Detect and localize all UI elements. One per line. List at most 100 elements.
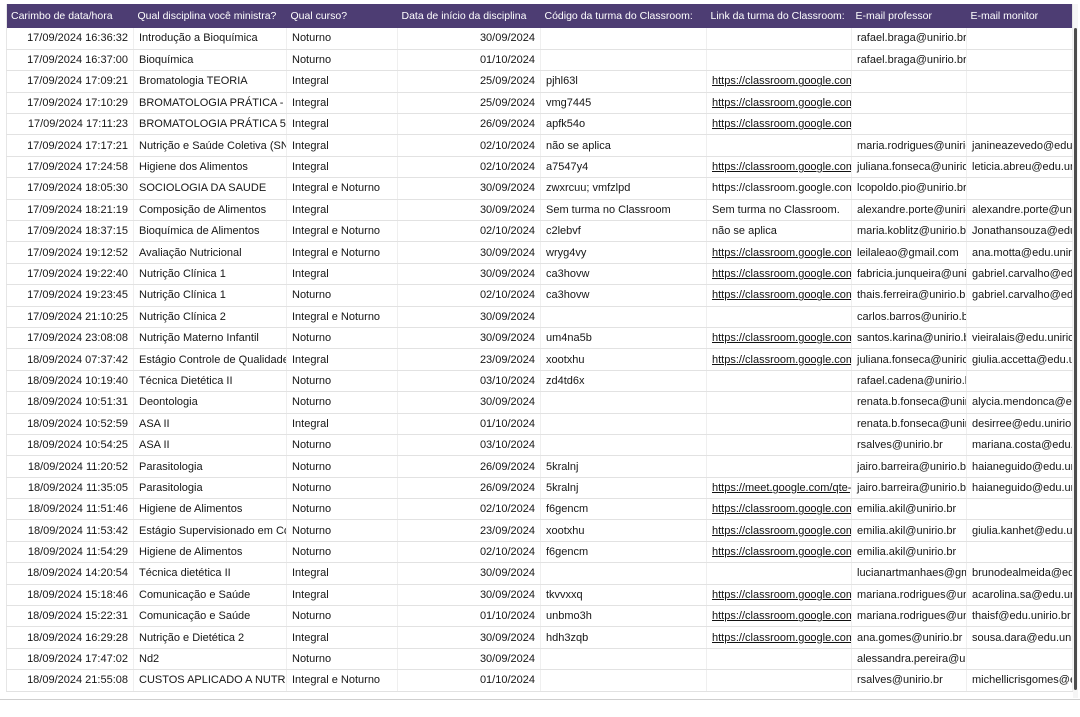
cell-data-inicio: 02/10/2024: [397, 541, 541, 564]
cell-link-turma: https://classroom.google.com/c/N: [706, 541, 852, 564]
cell-disciplina: Nutrição Materno Infantil: [133, 327, 287, 350]
cell-timestamp: 18/09/2024 16:29:28: [6, 626, 134, 649]
cell-data-inicio: 30/09/2024: [397, 263, 541, 286]
cell-codigo-turma: f6gencm: [540, 498, 707, 521]
table-row: 18/09/2024 14:20:54 Técnica dietética II…: [6, 562, 1073, 585]
classroom-link[interactable]: https://classroom.google.com/c/N: [712, 289, 851, 302]
cell-timestamp: 18/09/2024 10:52:59: [6, 413, 134, 435]
cell-timestamp: 18/09/2024 10:19:40: [6, 370, 134, 393]
cell-email-monitor: janineazevedo@edu.unir: [966, 134, 1073, 157]
vertical-scrollbar[interactable]: [1073, 4, 1078, 698]
cell-timestamp: 17/09/2024 18:37:15: [6, 220, 134, 243]
cell-data-inicio: 30/09/2024: [397, 584, 541, 607]
cell-email-monitor: gabriel.carvalho@edu.un: [966, 284, 1073, 307]
cell-email-professor: emilia.akil@unirio.br: [851, 541, 967, 564]
classroom-link[interactable]: https://classroom.google.com/c/N: [712, 267, 851, 280]
column-header-email-monitor: E-mail monitor: [966, 4, 1073, 28]
cell-data-inicio: 30/09/2024: [397, 199, 541, 222]
classroom-link[interactable]: https://classroom.google.com/c/N: [712, 631, 851, 644]
table-row: 18/09/2024 15:18:46 Comunicação e Saúde …: [6, 584, 1073, 607]
cell-data-inicio: 30/09/2024: [397, 327, 541, 350]
cell-data-inicio: 02/10/2024: [397, 156, 541, 179]
classroom-link[interactable]: https://classroom.google.com/c/N: [712, 524, 851, 537]
cell-codigo-turma: a7547y4: [540, 156, 707, 179]
classroom-link: Sem turma no Classroom.: [712, 203, 840, 216]
cell-data-inicio: 02/10/2024: [397, 284, 541, 307]
classroom-link[interactable]: https://classroom.google.com/c/N: [712, 353, 851, 366]
classroom-link: não se aplica: [712, 225, 777, 238]
cell-timestamp: 18/09/2024 11:54:29: [6, 541, 134, 564]
classroom-link[interactable]: https://classroom.google.com/c/N: [712, 96, 851, 109]
cell-curso: Integral: [286, 348, 398, 371]
cell-link-turma: [706, 49, 852, 72]
cell-disciplina: Nutrição e Saúde Coletiva (SNP005: [133, 134, 287, 157]
cell-curso: Integral: [286, 626, 398, 649]
cell-data-inicio: 01/10/2024: [397, 669, 541, 692]
cell-email-monitor: sousa.dara@edu.unirio.b: [966, 626, 1073, 649]
table-row: 17/09/2024 19:12:52 Avaliação Nutriciona…: [6, 241, 1073, 264]
cell-disciplina: Deontologia: [133, 391, 287, 414]
cell-disciplina: Técnica dietética II: [133, 562, 287, 585]
classroom-link[interactable]: https://classroom.google.com/c/N: [712, 332, 851, 345]
table-row: 17/09/2024 21:10:25 Nutrição Clínica 2 I…: [6, 306, 1073, 328]
classroom-link[interactable]: https://classroom.google.com/c/N: [712, 610, 851, 623]
cell-curso: Noturno: [286, 605, 398, 628]
cell-data-inicio: 01/10/2024: [397, 413, 541, 435]
cell-email-professor: [851, 113, 967, 136]
cell-data-inicio: 26/09/2024: [397, 113, 541, 136]
cell-link-turma: https://classroom.google.com/c/N: [706, 263, 852, 286]
cell-link-turma: https://classroom.google.com/c/N: [706, 327, 852, 350]
cell-codigo-turma: Sem turma no Classroom: [540, 199, 707, 222]
table-row: 18/09/2024 07:37:42 Estágio Controle de …: [6, 348, 1073, 371]
cell-codigo-turma: xootxhu: [540, 519, 707, 542]
cell-link-turma: https://classroom.google.com/c/N: [706, 92, 852, 115]
vertical-scrollbar-thumb[interactable]: [1074, 28, 1077, 690]
cell-disciplina: Composição de Alimentos: [133, 199, 287, 222]
cell-disciplina: CUSTOS APLICADO A NUTRIÇÃO: [133, 669, 287, 692]
table-bottom-border: [0, 699, 1080, 700]
cell-email-monitor: Jonathansouza@edu.unir: [966, 220, 1073, 243]
cell-timestamp: 17/09/2024 19:12:52: [6, 241, 134, 264]
cell-link-turma: [706, 28, 852, 50]
cell-email-monitor: [966, 70, 1073, 93]
cell-link-turma: [706, 391, 852, 414]
cell-data-inicio: 30/09/2024: [397, 626, 541, 649]
classroom-link[interactable]: https://classroom.google.com/u/1: [712, 503, 851, 516]
column-header-codigo-turma: Código da turma do Classroom:: [540, 4, 707, 28]
cell-timestamp: 18/09/2024 11:20:52: [6, 455, 134, 478]
cell-timestamp: 17/09/2024 17:17:21: [6, 134, 134, 157]
cell-disciplina: ASA II: [133, 413, 287, 435]
cell-email-professor: rafael.braga@unirio.br: [851, 49, 967, 72]
cell-codigo-turma: [540, 391, 707, 414]
classroom-link[interactable]: https://meet.google.com/qte-jtcb-v: [712, 481, 852, 494]
cell-curso: Integral: [286, 584, 398, 607]
classroom-link[interactable]: https://classroom.google.com/c/N: [712, 546, 851, 559]
cell-disciplina: Higiene de Alimentos: [133, 498, 287, 521]
classroom-link[interactable]: https://classroom.google.com/c/N: [712, 246, 851, 259]
cell-email-professor: juliana.fonseca@unirio.b: [851, 348, 967, 371]
cell-email-professor: alessandra.pereira@uniri: [851, 648, 967, 671]
cell-disciplina: Nd2: [133, 648, 287, 671]
cell-email-professor: rsalves@unirio.br: [851, 434, 967, 457]
cell-data-inicio: 25/09/2024: [397, 92, 541, 115]
classroom-link[interactable]: https://classroom.google.com/c/N: [712, 161, 851, 174]
cell-codigo-turma: [540, 669, 707, 692]
cell-link-turma: [706, 434, 852, 457]
cell-email-monitor: [966, 113, 1073, 136]
classroom-link[interactable]: https://classroom.google.com/c/N: [712, 588, 851, 601]
cell-link-turma: https://classroom.google.com/c/N: [706, 584, 852, 607]
cell-disciplina: ASA II: [133, 434, 287, 457]
cell-codigo-turma: 5kralnj: [540, 477, 707, 500]
cell-email-monitor: [966, 541, 1073, 564]
cell-data-inicio: 02/10/2024: [397, 220, 541, 243]
cell-data-inicio: 26/09/2024: [397, 477, 541, 500]
column-header-link-turma: Link da turma do Classroom:: [706, 4, 852, 28]
cell-email-monitor: brunodealmeida@edu.un: [966, 562, 1073, 585]
table-row: 17/09/2024 18:05:30 SOCIOLOGIA DA SAUDE …: [6, 177, 1073, 200]
cell-email-monitor: alexandre.porte@unirio.b: [966, 199, 1073, 222]
classroom-link[interactable]: https://classroom.google.com/c/N: [712, 118, 851, 131]
classroom-link[interactable]: https://classroom.google.com/c/N: [712, 75, 851, 88]
cell-email-professor: juliana.fonseca@unirio.b: [851, 156, 967, 179]
cell-codigo-turma: [540, 28, 707, 50]
cell-link-turma: https://classroom.google.com/u/1: [706, 498, 852, 521]
